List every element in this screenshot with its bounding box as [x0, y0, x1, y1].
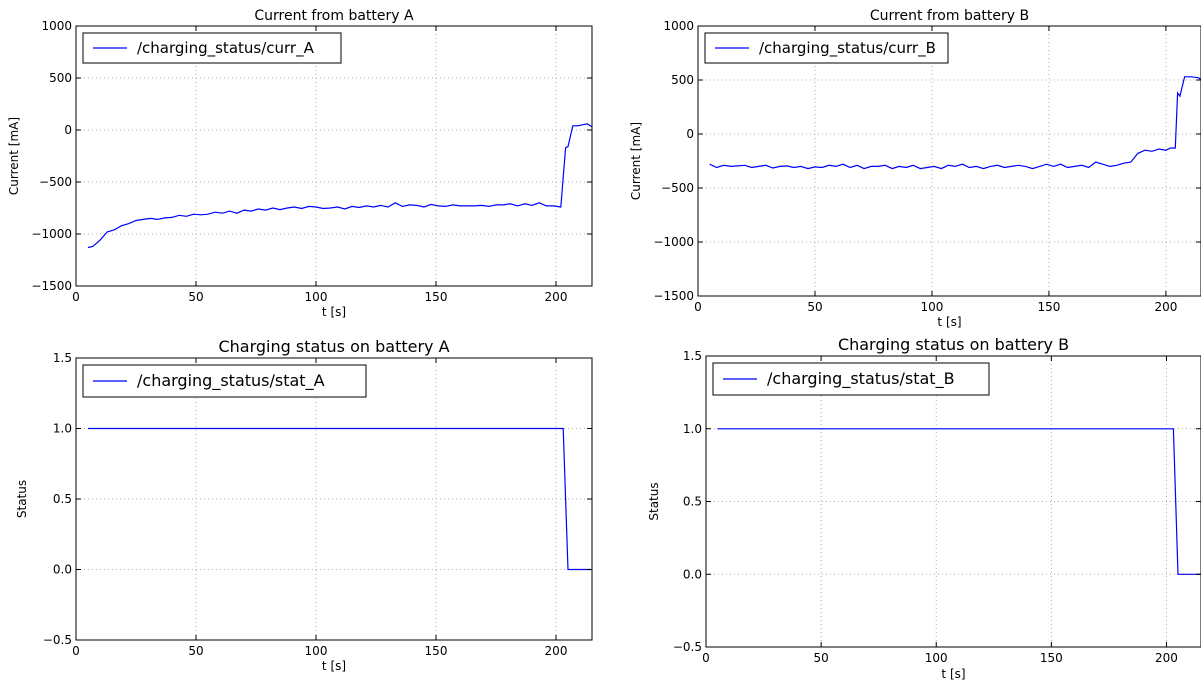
chart-panel-4: 0 50 100 150 200 −0.5 0.0 0.5 1.0 1.5 Charging sta… [647, 335, 1201, 681]
series-line [87, 123, 593, 249]
series-line [709, 76, 1201, 170]
y-tick-label: 0 [686, 127, 694, 141]
axes-frame [75, 357, 593, 641]
x-tick-label: 150 [1040, 651, 1063, 665]
axes-frame [75, 25, 593, 287]
x-tick-label: 100 [305, 644, 328, 658]
y-axis-label: Status [15, 480, 29, 518]
chart-panel-3: 0 50 100 150 200 −0.5 0.0 0.5 1.0 1.5 Charging sta… [15, 337, 593, 673]
y-tick-label: 0.0 [53, 563, 72, 577]
y-tick-label: −1500 [31, 279, 72, 293]
chart-panel-2: 0 50 100 150 200 −1500 −1000 −500 0 500 1000 Curren… [629, 8, 1201, 329]
x-tick-label: 200 [1155, 651, 1178, 665]
x-tick-label: 50 [188, 290, 203, 304]
x-axis-label: t [s] [322, 659, 346, 673]
legend-label: /charging_status/curr_A [137, 39, 315, 58]
y-tick-label: −0.5 [673, 640, 702, 654]
x-tick-label: 100 [925, 651, 948, 665]
y-tick-label: −0.5 [43, 633, 72, 647]
y-tick-label: −1000 [653, 235, 694, 249]
x-tick-label: 150 [425, 290, 448, 304]
y-tick-label: 0 [64, 123, 72, 137]
y-tick-label: 0.5 [53, 492, 72, 506]
x-tick-label: 50 [813, 651, 828, 665]
legend-box [82, 364, 367, 398]
y-tick-label: 1000 [663, 19, 694, 33]
y-tick-label: −1000 [31, 227, 72, 241]
x-tick-label: 100 [305, 290, 328, 304]
chart-title: Charging status on battery A [218, 337, 449, 356]
x-tick-label: 0 [702, 651, 710, 665]
chart-panel-1: 0 50 100 150 200 −1500 −1000 −500 0 500 1000 Curren… [7, 8, 593, 319]
y-tick-label: 500 [671, 73, 694, 87]
y-tick-label: 1000 [41, 19, 72, 33]
x-tick-label: 150 [1037, 300, 1060, 314]
legend-box [712, 362, 990, 396]
y-tick-label: 1.0 [683, 422, 702, 436]
x-axis-label: t [s] [941, 667, 965, 681]
x-axis-label: t [s] [322, 305, 346, 319]
y-tick-label: 1.0 [53, 422, 72, 436]
x-tick-label: 50 [807, 300, 822, 314]
y-axis-label: Current [mA] [629, 122, 643, 200]
x-tick-label: 150 [425, 644, 448, 658]
y-tick-label: −500 [39, 175, 72, 189]
x-tick-label: 0 [694, 300, 702, 314]
legend-label: /charging_status/stat_B [767, 369, 955, 389]
y-tick-label: 1.5 [683, 349, 702, 363]
x-tick-label: 0 [72, 290, 80, 304]
chart-title: Current from battery A [254, 8, 414, 24]
legend-label: /charging_status/curr_B [759, 39, 936, 58]
y-tick-label: 0.5 [683, 495, 702, 509]
y-axis-label: Current [mA] [7, 117, 21, 195]
y-axis-label: Status [647, 482, 661, 520]
y-tick-label: −500 [661, 181, 694, 195]
x-tick-label: 0 [72, 644, 80, 658]
y-tick-label: 500 [49, 71, 72, 85]
y-tick-label: −1500 [653, 289, 694, 303]
chart-title: Charging status on battery B [838, 335, 1069, 354]
axes-frame [697, 25, 1201, 297]
x-tick-label: 200 [1154, 300, 1177, 314]
series-line [88, 427, 592, 571]
x-tick-label: 200 [545, 644, 568, 658]
x-tick-label: 50 [188, 644, 203, 658]
chart-title: Current from battery B [870, 8, 1029, 24]
y-tick-label: 0.0 [683, 567, 702, 581]
y-tick-label: 1.5 [53, 351, 72, 365]
legend-label: /charging_status/stat_A [137, 371, 325, 391]
x-tick-label: 200 [545, 290, 568, 304]
series-line [717, 428, 1201, 575]
x-axis-label: t [s] [937, 315, 961, 329]
x-tick-label: 100 [921, 300, 944, 314]
